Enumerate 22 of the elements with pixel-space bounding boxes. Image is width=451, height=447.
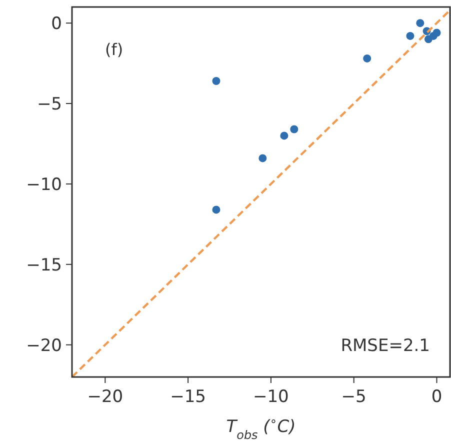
y-tick-label: −15 [26, 255, 62, 276]
point [363, 54, 372, 62]
x-axis-title: T$_{obs}$ ($^{∘}$C) [226, 414, 296, 442]
y-tick-label: −10 [26, 174, 62, 195]
y-tick-label: −20 [26, 336, 62, 356]
x-tick-label: −15 [170, 387, 206, 407]
point [290, 125, 298, 134]
annotation: RMSE=2.1 [340, 336, 430, 356]
y-tick-label: −5 [36, 94, 62, 115]
y-tick-label: 0 [51, 14, 62, 34]
point [258, 154, 267, 162]
point [280, 132, 288, 140]
point [416, 19, 424, 28]
point [432, 28, 441, 37]
x-tick-label: −5 [341, 387, 366, 407]
point [406, 32, 414, 40]
x-tick-label: −20 [87, 387, 124, 407]
point [212, 206, 220, 214]
x-tick-label: 0 [431, 387, 442, 407]
x-tick-label: −10 [253, 387, 289, 407]
annotation: (f) [105, 40, 124, 59]
point [212, 77, 220, 85]
